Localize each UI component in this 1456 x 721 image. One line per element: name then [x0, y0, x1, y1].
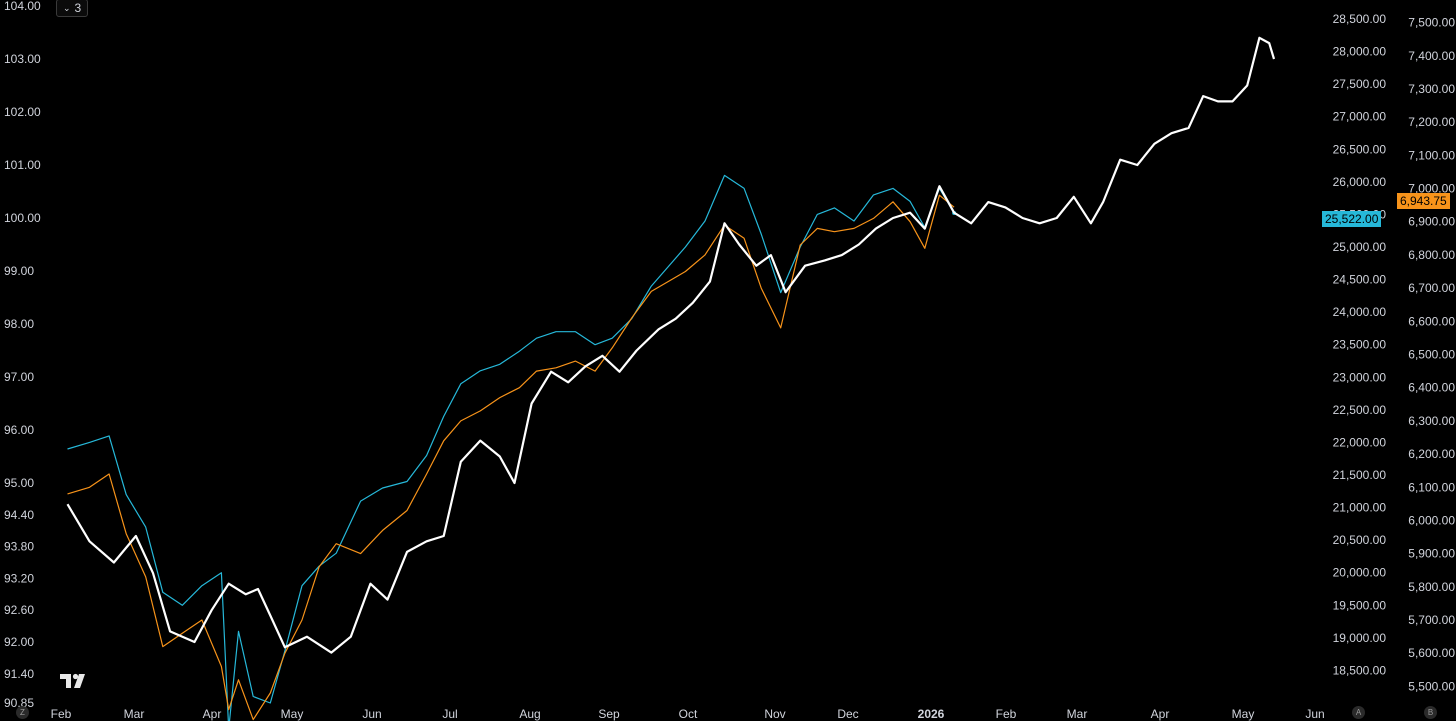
left-axis-tick: 95.00 [4, 476, 34, 490]
x-axis-label: Aug [519, 707, 540, 721]
left-axis-tick: 93.80 [4, 540, 34, 554]
chevron-down-icon: ⌄ [63, 2, 71, 13]
right-axis-b-tick: 7,500.00 [1408, 16, 1455, 30]
series-line-2[interactable] [67, 194, 955, 721]
left-axis-tick: 93.20 [4, 571, 34, 585]
series-layer [66, 36, 1276, 721]
right-axis-a-tick: 21,500.00 [1333, 468, 1387, 482]
right-axis-a-tick: 24,500.00 [1333, 273, 1387, 287]
right-axis-b-tick: 6,300.00 [1408, 414, 1455, 428]
x-axis-label: Apr [1151, 707, 1170, 721]
left-axis-tick: 100.00 [4, 211, 41, 225]
right-axis-b-tick: 6,500.00 [1408, 348, 1455, 362]
right-axis-b-tick: 6,900.00 [1408, 215, 1455, 229]
x-axis-label: 2026 [918, 707, 945, 721]
right-axis-a-tick: 24,000.00 [1333, 305, 1387, 319]
x-axis-label: Feb [51, 707, 72, 721]
x-axis-label: Apr [203, 707, 222, 721]
right-axis-b-tick: 6,800.00 [1408, 248, 1455, 262]
tradingview-logo-icon[interactable] [60, 671, 90, 689]
x-axis-label: Jun [1305, 707, 1324, 721]
series-count: 3 [74, 1, 82, 15]
left-axis-tick: 90.85 [4, 696, 34, 710]
x-axis-label: Oct [679, 707, 698, 721]
right-axis-a-tick: 28,500.00 [1333, 12, 1387, 26]
right-axis-a-tick: 28,000.00 [1333, 45, 1387, 59]
blue-last-price-label: 25,522.00 [1322, 211, 1382, 227]
right-axis-b-tick: 5,900.00 [1408, 547, 1455, 561]
left-axis-tick: 102.00 [4, 105, 41, 119]
right-axis-a-tick: 23,500.00 [1333, 338, 1387, 352]
series-line-1[interactable] [67, 174, 955, 721]
x-axis-label: May [281, 707, 304, 721]
right-axis-a-tick: 25,000.00 [1333, 240, 1387, 254]
right-price-axis-b[interactable]: 7,500.00 7,400.00 7,300.00 7,200.00 7,100.00… [1408, 16, 1455, 694]
right-axis-b-tick: 7,100.00 [1408, 148, 1455, 162]
series-toggle-button[interactable]: ⌄ 3 [56, 0, 89, 17]
right-axis-a-tick: 27,000.00 [1333, 110, 1387, 124]
right-axis-b-tick: 6,400.00 [1408, 381, 1455, 395]
right-axis-b-tick: 6,100.00 [1408, 480, 1455, 494]
right-axis-b-tick: 5,500.00 [1408, 679, 1455, 693]
right-axis-a-tick: 20,500.00 [1333, 533, 1387, 547]
right-axis-a-tick: 22,000.00 [1333, 435, 1387, 449]
right-axis-b-tick: 5,600.00 [1408, 646, 1455, 660]
right-axis-a-tick: 26,000.00 [1333, 175, 1387, 189]
right-axis-b-tick: 7,200.00 [1408, 115, 1455, 129]
left-axis-tick: 104.00 [4, 0, 41, 13]
right-axis-a-tick: 23,000.00 [1333, 370, 1387, 384]
right-axis-a-tick: 19,000.00 [1333, 631, 1387, 645]
right-axis-a-tick: 27,500.00 [1333, 77, 1387, 91]
x-axis-label: Nov [764, 707, 785, 721]
right-axis-b-tick: 7,300.00 [1408, 82, 1455, 96]
axis-b-button[interactable]: B [1424, 706, 1437, 719]
right-axis-b-tick: 7,400.00 [1408, 49, 1455, 63]
x-axis-label: Mar [124, 707, 145, 721]
right-axis-a-tick: 18,500.00 [1333, 663, 1387, 677]
x-axis-label: Dec [837, 707, 858, 721]
x-axis-label: Sep [598, 707, 620, 721]
right-axis-b-tick: 5,700.00 [1408, 613, 1455, 627]
left-price-axis[interactable]: 104.00 103.00 102.00 101.00 100.00 99.00 98.00… [4, 0, 41, 710]
series-line-0[interactable] [66, 36, 1276, 654]
left-axis-tick: 94.40 [4, 508, 34, 522]
x-axis-label: Jun [362, 707, 381, 721]
auto-scale-button[interactable]: A [1352, 706, 1365, 719]
right-axis-b-tick: 5,800.00 [1408, 580, 1455, 594]
right-price-axis-a[interactable]: 28,500.00 28,000.00 27,500.00 27,000.00 26,5… [1333, 12, 1387, 677]
left-axis-tick: 91.40 [4, 667, 34, 681]
right-axis-a-tick: 26,500.00 [1333, 142, 1387, 156]
left-axis-tick: 101.00 [4, 158, 41, 172]
right-axis-a-tick: 22,500.00 [1333, 403, 1387, 417]
right-axis-b-tick: 6,700.00 [1408, 281, 1455, 295]
x-axis-label: Mar [1067, 707, 1088, 721]
x-axis: Feb Mar Apr May Jun Jul Aug Sep Oct Nov Dec 2026 Feb… [51, 707, 1325, 721]
left-axis-tick: 96.00 [4, 423, 34, 437]
left-axis-tick: 98.00 [4, 317, 34, 331]
left-axis-tick: 92.00 [4, 635, 34, 649]
orange-last-price-label: 6,943.75 [1397, 193, 1450, 209]
left-axis-tick: 103.00 [4, 52, 41, 66]
x-axis-label: Feb [996, 707, 1017, 721]
right-axis-b-tick: 7,000.00 [1408, 182, 1455, 196]
right-axis-b-tick: 6,000.00 [1408, 513, 1455, 527]
left-axis-tick: 99.00 [4, 264, 34, 278]
right-axis-a-tick: 20,000.00 [1333, 566, 1387, 580]
left-axis-tick: 97.00 [4, 370, 34, 384]
right-axis-b-tick: 6,600.00 [1408, 314, 1455, 328]
chart-bottom-left-badge[interactable]: Z [16, 706, 29, 719]
right-axis-b-tick: 6,200.00 [1408, 447, 1455, 461]
left-axis-tick: 92.60 [4, 603, 34, 617]
right-axis-a-tick: 21,000.00 [1333, 501, 1387, 515]
x-axis-label: Jul [442, 707, 457, 721]
x-axis-label: May [1232, 707, 1255, 721]
right-axis-a-tick: 19,500.00 [1333, 598, 1387, 612]
